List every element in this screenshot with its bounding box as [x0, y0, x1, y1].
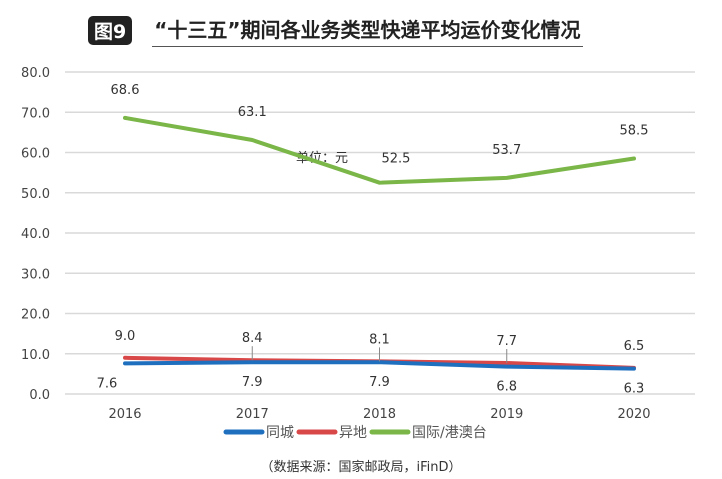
data-label: 9.0 — [115, 329, 136, 344]
x-tick-label: 2019 — [490, 407, 523, 422]
data-label: 6.3 — [624, 382, 645, 397]
series-line-2 — [123, 115, 636, 185]
data-label: 8.4 — [242, 331, 263, 346]
legend-label: 国际/港澳台 — [412, 425, 487, 441]
x-tick-label: 2018 — [363, 407, 396, 422]
data-label: 63.1 — [238, 105, 267, 120]
legend-label: 同城 — [266, 425, 294, 441]
y-tick-label: 20.0 — [21, 308, 50, 323]
data-label: 7.6 — [97, 376, 118, 391]
data-label: 53.7 — [492, 143, 521, 158]
y-tick-label: 10.0 — [21, 348, 50, 363]
x-tick-label: 2017 — [236, 407, 269, 422]
y-tick-label: 80.0 — [21, 66, 50, 81]
data-label: 6.5 — [624, 339, 645, 354]
y-tick-label: 40.0 — [21, 227, 50, 242]
chart-title: 图9 “十三五”期间各业务类型快递平均运价变化情况 — [88, 14, 583, 47]
y-tick-label: 60.0 — [21, 147, 50, 162]
y-tick-label: 0.0 — [29, 388, 50, 403]
x-tick-label: 2020 — [617, 407, 650, 422]
y-tick-label: 30.0 — [21, 267, 50, 282]
data-label: 52.5 — [382, 152, 411, 167]
title-text: “十三五”期间各业务类型快递平均运价变化情况 — [152, 14, 583, 47]
figure-badge: 图9 — [88, 16, 133, 45]
data-label: 68.6 — [111, 83, 140, 98]
data-label: 6.8 — [496, 380, 517, 395]
data-label: 58.5 — [620, 124, 649, 139]
data-label: 8.1 — [369, 332, 390, 347]
source-note: （数据来源：国家邮政局，iFinD） — [260, 460, 462, 475]
data-label: 7.7 — [496, 334, 517, 349]
unit-annotation: 单位：元 — [296, 151, 348, 166]
legend-label: 异地 — [339, 425, 367, 441]
data-label: 7.9 — [242, 375, 263, 390]
x-tick-label: 2016 — [108, 407, 141, 422]
y-tick-label: 50.0 — [21, 187, 50, 202]
data-label: 7.9 — [369, 375, 390, 390]
y-tick-label: 70.0 — [21, 106, 50, 121]
